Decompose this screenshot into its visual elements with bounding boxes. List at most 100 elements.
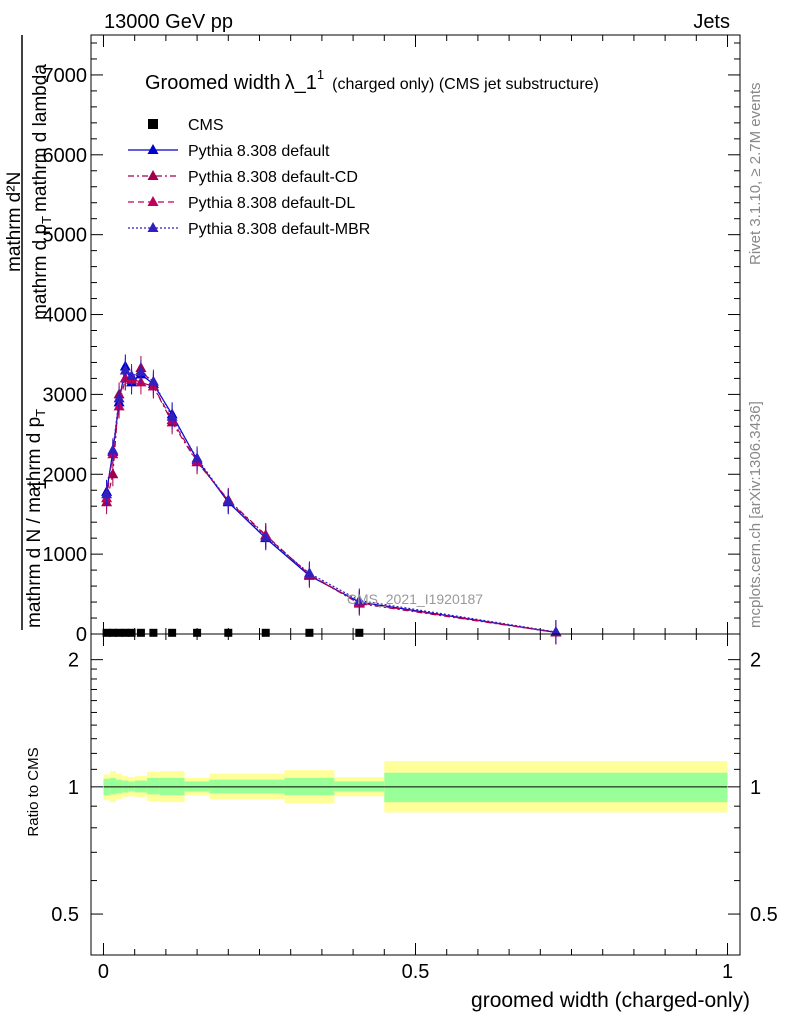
ratio-y-tick-label: 2 — [68, 650, 79, 672]
y-tick-label: 7000 — [43, 65, 88, 87]
series-2 — [101, 356, 562, 645]
ylabel-num-d2n: mathrm d²N — [4, 172, 25, 272]
cms-point — [193, 628, 202, 637]
ratio-ticks: 0.5 0.5 1 1 2 2 0 0.5 1 — [51, 634, 778, 983]
series-line — [106, 369, 557, 633]
cms-point — [115, 628, 124, 637]
ylabel-num-dp-sub: T — [39, 216, 54, 224]
rivet-label: Rivet 3.1.10, ≥ 2.7M events — [747, 83, 764, 266]
legend-item-3: Pythia 8.308 default-DL — [128, 195, 355, 212]
ratio-y-tick-label: 1 — [68, 777, 79, 799]
mcplots-label: mcplots.cern.ch [arXiv:1306.3436] — [747, 401, 764, 628]
ratio-band-inner — [109, 777, 116, 795]
cms-point — [149, 628, 158, 637]
x-tick-label: 1 — [722, 961, 733, 983]
cms-point — [136, 628, 145, 637]
series-point — [303, 567, 315, 578]
y-tick-label: 0 — [76, 624, 87, 646]
series-point — [147, 375, 159, 386]
cms-point — [168, 628, 177, 637]
legend: CMS Pythia 8.308 default Pythia 8.308 defa… — [128, 117, 370, 238]
cms-point — [102, 628, 111, 637]
y-tick-label: 6000 — [43, 145, 88, 167]
legend-label: Pythia 8.308 default — [188, 143, 330, 160]
series-line — [106, 364, 557, 633]
main-series — [101, 354, 562, 645]
series-point — [222, 495, 234, 506]
y-axis-label: 1 mathrm d²N mathrm d pTmathrm d lambda … — [4, 35, 54, 630]
ylabel-numerator: mathrm d²N — [4, 172, 25, 272]
legend-marker — [148, 119, 158, 129]
legend-label: Pythia 8.308 default-MBR — [188, 221, 370, 238]
ratio-band-inner — [147, 777, 160, 795]
series-point — [113, 392, 125, 403]
ylabel-denominator: mathrm d N / mathrm d pT — [24, 409, 48, 628]
ylabel-num-dp: mathrm d p — [30, 224, 51, 320]
series-point — [126, 370, 138, 381]
chart-title-lambda: λ_1 — [285, 72, 317, 94]
y-tick-label: 4000 — [43, 305, 88, 327]
ratio-y-tick-label-right: 1 — [750, 777, 761, 799]
ylabel-den-text: mathrm d N / mathrm d p — [24, 417, 45, 628]
header-energy: 13000 GeV pp — [104, 11, 233, 33]
legend-item-1: Pythia 8.308 default — [128, 143, 330, 160]
series-point — [353, 594, 365, 605]
series-4 — [101, 358, 562, 645]
legend-label: CMS — [188, 117, 224, 134]
ratio-panel: 0.5 0.5 1 1 2 2 0 0.5 1 Ratio to CMS groomed wid… — [25, 633, 778, 1012]
series-point — [191, 452, 203, 463]
ratio-y-tick-label: 0.5 — [51, 904, 79, 926]
series-3 — [101, 366, 562, 645]
ylabel-frac-left: 1 — [29, 479, 51, 490]
series-point — [107, 444, 119, 455]
legend-marker — [147, 170, 159, 180]
ratio-y-tick-label-right: 0.5 — [750, 904, 778, 926]
series-point — [101, 488, 113, 499]
header-jets: Jets — [693, 11, 730, 33]
x-axis-label: groomed width (charged-only) — [471, 989, 750, 1012]
legend-label: Pythia 8.308 default-CD — [188, 169, 358, 186]
chart-title-sup: 1 — [317, 67, 324, 82]
cms-point — [224, 628, 233, 637]
y-tick-label: 5000 — [43, 225, 88, 247]
ylabel-den-sub: T — [33, 409, 48, 417]
cms-point — [355, 628, 364, 637]
cms-point — [108, 628, 117, 637]
cms-point — [127, 628, 136, 637]
x-tick-label: 0.5 — [402, 961, 430, 983]
ratio-band-inner — [384, 772, 728, 803]
legend-marker — [147, 144, 159, 154]
series-1 — [101, 354, 562, 645]
main-panel: 0 1000 2000 3000 4000 5000 6000 7000 CMS_2021_I… — [4, 34, 741, 646]
ylabel-num-lambda: mathrm d lambda — [30, 64, 51, 212]
watermark: CMS_2021_I1920187 — [347, 591, 483, 607]
ratio-y-tick-label-right: 2 — [750, 650, 761, 672]
series-point — [260, 531, 272, 542]
y-tick-label: 2000 — [43, 464, 88, 486]
legend-marker — [147, 222, 159, 232]
chart-title-main: Groomed width — [145, 72, 281, 94]
series-point — [119, 364, 131, 375]
x-tick-label: 0 — [98, 961, 109, 983]
legend-item-4: Pythia 8.308 default-MBR — [128, 221, 370, 238]
series-point — [135, 366, 147, 377]
cms-point — [121, 628, 130, 637]
series-line — [106, 367, 556, 633]
series-line — [106, 377, 556, 633]
legend-item-2: Pythia 8.308 default-CD — [128, 169, 358, 186]
ratio-ylabel: Ratio to CMS — [25, 747, 42, 836]
y-tick-label: 1000 — [43, 544, 88, 566]
chart-title-note: (charged only) (CMS jet substructure) — [332, 76, 599, 93]
legend-label: Pythia 8.308 default-DL — [188, 195, 355, 212]
legend-marker — [147, 196, 159, 206]
chart-title: Groomed width λ_11 (charged only) (CMS jet… — [145, 67, 599, 94]
main-ticks: 0 1000 2000 3000 4000 5000 6000 7000 — [43, 35, 740, 646]
legend-item-0: CMS — [148, 117, 224, 134]
cms-point — [261, 628, 270, 637]
cms-point — [305, 628, 314, 637]
ratio-bands — [103, 761, 728, 813]
series-point — [166, 410, 178, 421]
ylabel-num-rest: mathrm d pTmathrm d lambda — [30, 64, 54, 320]
y-tick-label: 3000 — [43, 384, 88, 406]
